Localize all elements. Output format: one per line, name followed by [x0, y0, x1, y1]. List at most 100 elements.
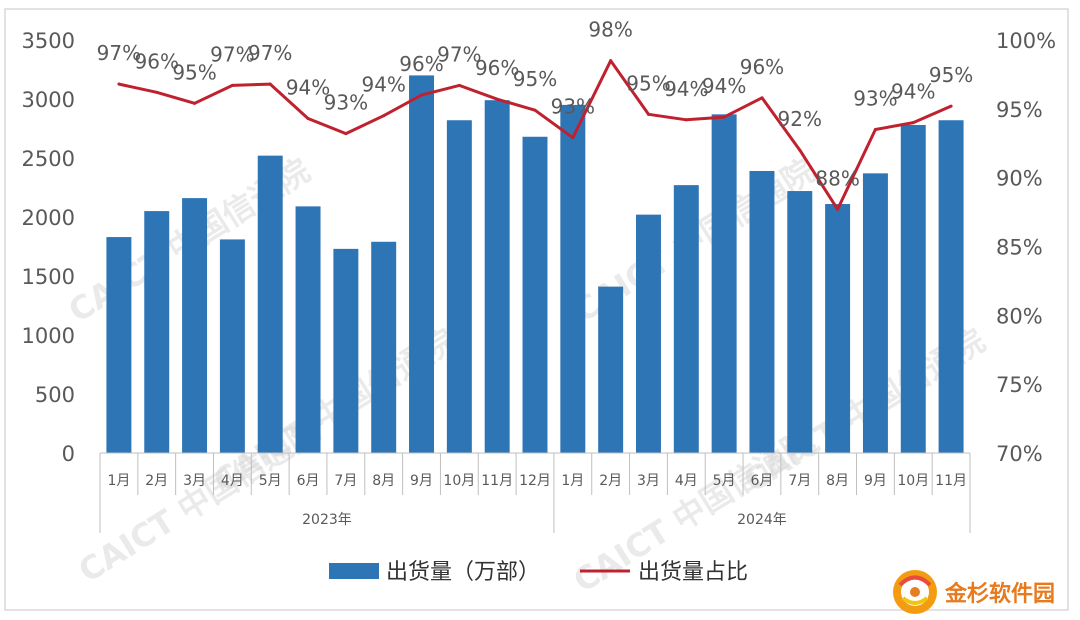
line-point: [646, 112, 650, 116]
category-label: 9月: [864, 473, 887, 489]
legend-bar-label: 出货量（万部）: [386, 560, 540, 585]
bar: [598, 286, 624, 453]
line-data-label: 95%: [626, 71, 670, 95]
line-data-label: 98%: [588, 18, 632, 42]
bar: [371, 241, 397, 453]
line-point: [230, 83, 234, 87]
line-data-label: 88%: [815, 166, 859, 190]
bar: [522, 136, 548, 453]
line-point: [836, 207, 840, 211]
category-label: 2月: [599, 473, 622, 489]
line-point: [533, 108, 537, 112]
bar: [257, 155, 283, 453]
line-data-label: 97%: [248, 41, 292, 65]
category-label: 10月: [443, 473, 475, 489]
line-point: [420, 93, 424, 97]
brand-name: 金杉软件园: [944, 581, 1055, 607]
line-point: [760, 96, 764, 100]
line-data-label: 94%: [286, 75, 330, 99]
line-data-label: 95%: [513, 67, 557, 91]
line-data-label: 97%: [437, 42, 481, 66]
bar-series: [106, 75, 964, 454]
bar: [446, 120, 472, 454]
right-tick-label: 75%: [996, 373, 1043, 397]
line-point: [495, 97, 499, 101]
bar: [409, 75, 435, 454]
line-data-label: 93%: [853, 86, 897, 110]
line-point: [873, 127, 877, 131]
left-tick-label: 1500: [22, 265, 75, 289]
category-label: 8月: [372, 473, 395, 489]
line-point: [798, 148, 802, 152]
line-point: [193, 101, 197, 105]
category-label: 1月: [107, 473, 130, 489]
category-label: 11月: [935, 473, 967, 489]
line-data-label: 93%: [551, 95, 595, 119]
left-axis: 0 500 1000 1500 2000 2500 3000 3500: [22, 29, 75, 466]
left-tick-label: 0: [62, 442, 75, 466]
bar: [862, 173, 888, 453]
left-tick-label: 2500: [22, 147, 75, 171]
right-tick-label: 100%: [996, 29, 1056, 53]
bar: [295, 206, 321, 453]
legend-line-label: 出货量占比: [638, 560, 748, 585]
line-point: [457, 83, 461, 87]
bar: [635, 214, 661, 453]
line-data-labels: 97%96%95%97%97%94%93%94%96%97%96%95%93%9…: [97, 18, 974, 191]
category-label: 7月: [334, 473, 357, 489]
line-point: [117, 82, 121, 86]
bar: [711, 114, 737, 453]
right-tick-label: 90%: [996, 167, 1043, 191]
line-data-label: 96%: [399, 52, 443, 76]
bar: [219, 239, 245, 453]
bar: [182, 198, 208, 453]
brand-logo-icon: [893, 570, 937, 614]
category-label: 4月: [675, 473, 698, 489]
category-label: 2月: [145, 473, 168, 489]
line-data-label: 94%: [702, 74, 746, 98]
bar: [749, 170, 775, 454]
line-point: [609, 59, 613, 63]
bar: [787, 191, 813, 454]
line-point: [344, 132, 348, 136]
line-data-label: 96%: [740, 55, 784, 79]
category-label: 7月: [788, 473, 811, 489]
year-label: 2023年: [302, 512, 352, 528]
right-tick-label: 95%: [996, 98, 1043, 122]
right-tick-label: 85%: [996, 236, 1043, 260]
line-data-label: 94%: [891, 80, 935, 104]
line-series: [117, 59, 953, 211]
line-point: [684, 118, 688, 122]
category-label: 8月: [826, 473, 849, 489]
left-tick-label: 2000: [22, 206, 75, 230]
line-point: [306, 116, 310, 120]
category-label: 5月: [259, 473, 282, 489]
bar: [144, 211, 170, 453]
line-point: [722, 115, 726, 119]
brand-logo: 金杉软件园: [893, 570, 1055, 614]
bar: [333, 248, 359, 453]
left-tick-label: 3000: [22, 88, 75, 112]
left-tick-label: 500: [35, 383, 75, 407]
left-tick-label: 3500: [22, 29, 75, 53]
line-data-label: 96%: [135, 49, 179, 73]
category-label: 6月: [297, 473, 320, 489]
bar: [900, 124, 926, 454]
bar: [825, 204, 851, 453]
line-data-label: 94%: [664, 77, 708, 101]
legend-bar-swatch: [329, 563, 379, 579]
category-label: 6月: [750, 473, 773, 489]
category-label: 11月: [481, 473, 513, 489]
left-tick-label: 1000: [22, 324, 75, 348]
bar: [106, 237, 132, 453]
line-point: [382, 114, 386, 118]
line-point: [949, 104, 953, 108]
bar: [673, 185, 699, 453]
category-label: 5月: [713, 473, 736, 489]
bar: [560, 104, 586, 454]
right-tick-label: 70%: [996, 442, 1043, 466]
line-point: [268, 82, 272, 86]
line-point: [571, 136, 575, 140]
category-label: 10月: [897, 473, 929, 489]
